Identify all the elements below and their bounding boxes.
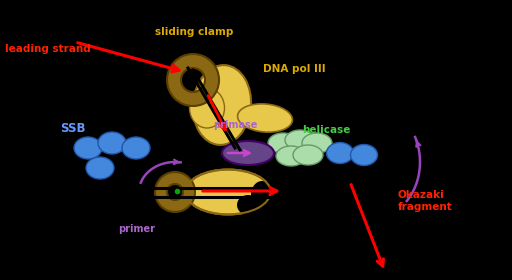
Ellipse shape (351, 144, 377, 165)
Text: primer: primer (118, 224, 155, 234)
Ellipse shape (185, 169, 270, 214)
Ellipse shape (86, 157, 114, 179)
Ellipse shape (189, 88, 224, 128)
Ellipse shape (98, 132, 126, 154)
Ellipse shape (74, 137, 102, 159)
Text: leading strand: leading strand (5, 44, 91, 54)
Ellipse shape (193, 65, 251, 145)
Text: sliding clamp: sliding clamp (155, 27, 233, 37)
Text: SSB: SSB (60, 122, 86, 135)
Text: Okazaki
fragment: Okazaki fragment (398, 190, 453, 212)
Ellipse shape (302, 133, 332, 153)
Text: primase: primase (213, 120, 258, 130)
Ellipse shape (251, 181, 273, 209)
Text: DNA pol III: DNA pol III (263, 64, 326, 74)
Ellipse shape (237, 195, 259, 215)
Ellipse shape (122, 137, 150, 159)
Ellipse shape (238, 104, 292, 132)
Wedge shape (167, 54, 219, 106)
Ellipse shape (293, 145, 323, 165)
Ellipse shape (268, 133, 298, 153)
Ellipse shape (285, 130, 315, 150)
Ellipse shape (327, 143, 353, 164)
Text: helicase: helicase (302, 125, 350, 135)
Ellipse shape (276, 146, 306, 166)
Ellipse shape (222, 141, 274, 165)
Wedge shape (155, 172, 195, 212)
